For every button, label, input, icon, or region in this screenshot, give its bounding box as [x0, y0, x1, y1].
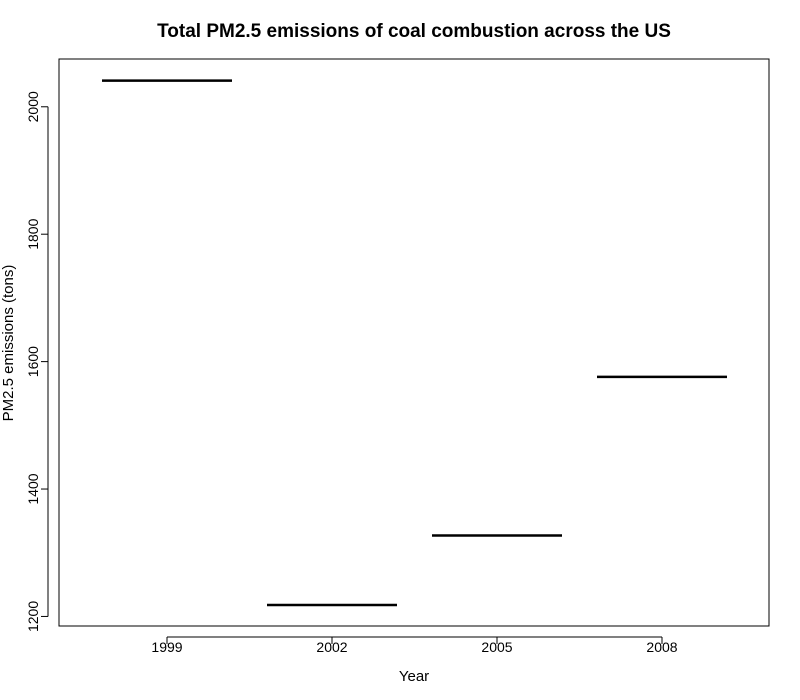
- series: [102, 79, 727, 607]
- x-tick-label: 2002: [316, 639, 347, 655]
- y-tick-label: 1200: [25, 601, 41, 632]
- y-tick-label: 1400: [25, 473, 41, 504]
- y-tick-label: 1800: [25, 218, 41, 249]
- chart-title: Total PM2.5 emissions of coal combustion…: [157, 21, 671, 42]
- y-axis: 1200 1400 1600 1800 2000: [25, 91, 49, 632]
- x-axis-label: Year: [399, 668, 429, 685]
- plot-frame: [58, 58, 770, 627]
- y-tick-label: 1600: [25, 346, 41, 377]
- x-tick-label: 1999: [151, 639, 182, 655]
- x-axis: 1999 2002 2005 2008: [151, 636, 678, 655]
- x-tick-label: 2005: [481, 639, 512, 655]
- y-axis-label: PM2.5 emissions (tons): [0, 265, 17, 422]
- x-tick-label: 2008: [646, 639, 677, 655]
- y-tick-label: 2000: [25, 91, 41, 122]
